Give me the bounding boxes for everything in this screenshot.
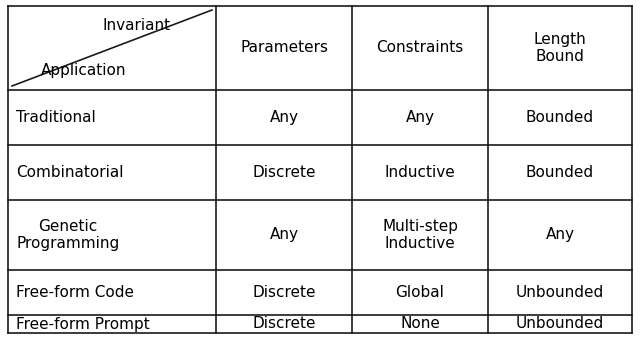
Text: Multi-step
Inductive: Multi-step Inductive xyxy=(382,219,458,251)
Text: Bounded: Bounded xyxy=(526,165,594,180)
Text: Application: Application xyxy=(41,62,127,78)
Text: Inductive: Inductive xyxy=(385,165,456,180)
Text: Unbounded: Unbounded xyxy=(516,285,604,300)
Text: Bounded: Bounded xyxy=(526,110,594,125)
Text: Any: Any xyxy=(269,110,298,125)
Text: Genetic
Programming: Genetic Programming xyxy=(16,219,119,251)
Text: Traditional: Traditional xyxy=(16,110,96,125)
Text: Any: Any xyxy=(269,227,298,242)
Text: Constraints: Constraints xyxy=(376,40,463,56)
Text: Parameters: Parameters xyxy=(240,40,328,56)
Text: Length
Bound: Length Bound xyxy=(534,32,586,64)
Text: Any: Any xyxy=(406,110,435,125)
Text: Unbounded: Unbounded xyxy=(516,317,604,332)
Text: Invariant: Invariant xyxy=(103,19,171,34)
Text: Free-form Code: Free-form Code xyxy=(16,285,134,300)
Text: Discrete: Discrete xyxy=(252,317,316,332)
Text: Any: Any xyxy=(545,227,575,242)
Text: Discrete: Discrete xyxy=(252,285,316,300)
Text: None: None xyxy=(400,317,440,332)
Text: Combinatorial: Combinatorial xyxy=(16,165,124,180)
Text: Global: Global xyxy=(396,285,444,300)
Text: Free-form Prompt: Free-form Prompt xyxy=(16,317,150,332)
Text: Discrete: Discrete xyxy=(252,165,316,180)
